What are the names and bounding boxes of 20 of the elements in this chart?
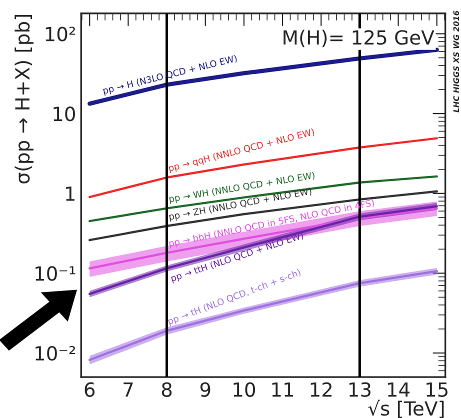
y-tick-label: 10⁻¹ [36, 266, 76, 281]
y-tick-label: 10² [46, 26, 76, 42]
y-axis-title: σ(pp → H+X) [pb] [14, 15, 34, 184]
line-series [88, 48, 439, 106]
y-tick-label: 10 [54, 106, 75, 122]
x-tick-label: 8 [162, 382, 172, 397]
text: pp → H (N3LO QCD + NLO EW) [102, 54, 238, 96]
y-tick-label: 10⁻² [36, 346, 76, 361]
x-tick-label: 7 [124, 382, 133, 397]
x-tick-label: 15 [426, 382, 448, 397]
x-tick-label: 6 [84, 382, 95, 397]
x-tick-label: 13 [349, 382, 370, 397]
x-tick-label: 11 [272, 382, 294, 397]
x-tick-label: 14 [388, 382, 410, 397]
x-axis-title: √s [TeV] [368, 400, 444, 418]
x-tick-label: 9 [200, 382, 210, 397]
annotation: M(H)= 125 GeV [284, 30, 434, 48]
x-tick-label: 12 [310, 382, 332, 397]
x-tick-label: 10 [234, 382, 256, 397]
y-tick-label: 1 [66, 186, 74, 201]
